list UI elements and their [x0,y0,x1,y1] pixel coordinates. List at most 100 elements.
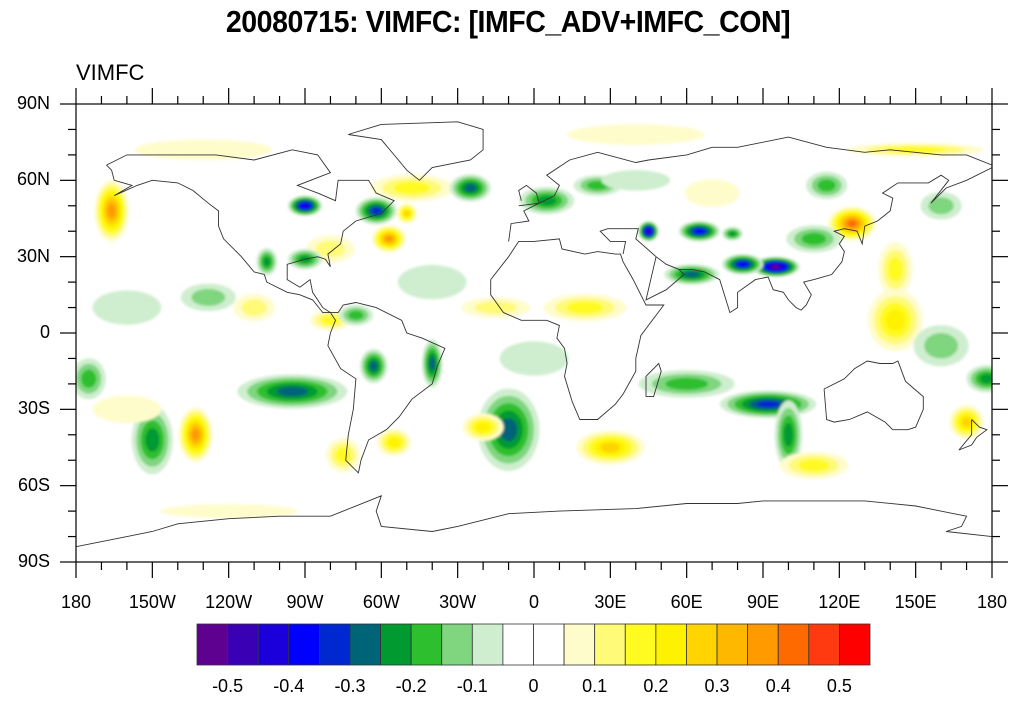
contour-feature [678,220,720,242]
contour-level [646,229,651,234]
contour-feature [359,348,388,384]
colorbar-label: 0 [528,676,539,696]
contour-feature [878,241,913,297]
contour-level [924,333,959,359]
coastline [958,419,988,451]
contour-feature [846,142,985,157]
y-tick-label: 30N [16,245,50,266]
x-tick-label: 180 [976,592,1008,612]
contour-level [499,417,518,442]
coastline [823,360,924,431]
contour-feature [751,256,800,278]
colorbar-label: 0.4 [765,676,791,696]
contour-level [393,181,431,195]
contour-level [429,356,436,371]
colorbar-box [563,623,596,666]
colorbar-label: -0.1 [456,676,488,696]
colorbar-box [257,623,290,666]
contour-feature [966,365,992,393]
contour-level [369,361,378,371]
contour-level [348,310,364,320]
colorbar-label: -0.2 [395,676,427,696]
contour-level [403,210,410,217]
y-tick-label: 90S [17,551,50,571]
contour-level [191,428,200,441]
colorbar-box [288,623,320,666]
contour-level [92,395,162,424]
colorbar-label: -0.3 [334,676,366,696]
contour-feature [638,220,659,242]
contour-level [474,301,517,314]
colorbar-box [196,623,228,666]
contour-feature [355,197,397,225]
contour-level [798,459,830,472]
contour-feature [371,225,407,253]
coastline [508,136,992,242]
contour-feature [477,388,540,471]
x-tick-label: 60W [362,592,400,612]
contour-level [241,299,267,317]
contour-level [961,417,972,427]
contour-level [499,341,569,376]
contour-level [683,271,700,278]
contour-feature [376,428,412,457]
contour-level [397,264,467,300]
y-tick-label: 60N [16,169,50,190]
x-tick-label: 150E [894,592,937,612]
y-tick-label: 90N [16,93,50,113]
contour-feature [131,405,173,475]
contour-feature [774,400,803,470]
contour-feature [461,297,531,318]
colorbar-box [380,623,412,666]
colorbar-box [594,623,626,666]
contour-feature [913,325,969,367]
contour-feature [684,179,740,207]
coastline [599,228,685,301]
contour-level [665,377,709,390]
contour-level [801,232,827,245]
colorbar-box [318,623,351,666]
contour-level [92,290,162,325]
contour-level [600,442,621,453]
coastline [679,167,992,314]
contour-level [566,301,604,314]
contour-feature [421,339,443,388]
contour-level [145,427,160,452]
colorbar-box [808,623,840,666]
contour-feature [76,358,106,400]
contour-feature [543,293,627,322]
contour-feature [370,174,454,202]
contour-feature [180,283,236,312]
variable-label: VIMFC [76,60,145,85]
x-tick-label: 60E [670,592,703,612]
contour-level [847,220,857,227]
contour-feature [287,195,323,217]
contour-level [885,309,905,332]
colorbar-box [471,623,504,666]
colorbar-label: 0.5 [826,676,852,696]
coastline [518,184,540,207]
contour-level [695,229,704,234]
contour-level [385,235,393,242]
axis-ticks [60,88,1008,578]
contour-field [76,124,992,518]
x-tick-label: 90W [286,592,324,612]
contour-feature [338,304,374,326]
x-tick-label: 180 [60,592,92,612]
colorbar-label: -0.4 [273,676,305,696]
colorbar-box [747,623,779,666]
chart-title: 20080715: VIMFC: [IMFC_ADV+IMFC_CON] [225,4,791,39]
colorbar-box [441,623,473,666]
y-tick-label: 0 [39,322,50,342]
contour-feature [94,179,129,242]
x-tick-label: 150W [128,592,176,612]
contour-feature [722,253,764,275]
contour-level [301,203,309,208]
contour-level [567,124,705,145]
contour-feature [397,264,467,300]
contour-feature [786,225,842,253]
colorbar-box [839,623,871,666]
x-tick-label: 30W [439,592,477,612]
contour-feature [325,437,361,473]
